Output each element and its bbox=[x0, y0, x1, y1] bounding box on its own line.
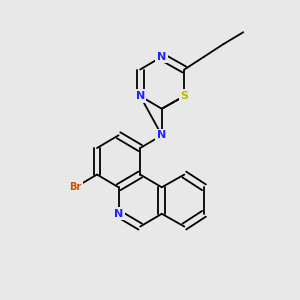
Text: N: N bbox=[157, 52, 167, 62]
Text: S: S bbox=[180, 91, 188, 101]
Text: Br: Br bbox=[69, 182, 82, 192]
Text: N: N bbox=[157, 130, 167, 140]
Text: N: N bbox=[114, 209, 123, 219]
Text: N: N bbox=[136, 91, 145, 101]
